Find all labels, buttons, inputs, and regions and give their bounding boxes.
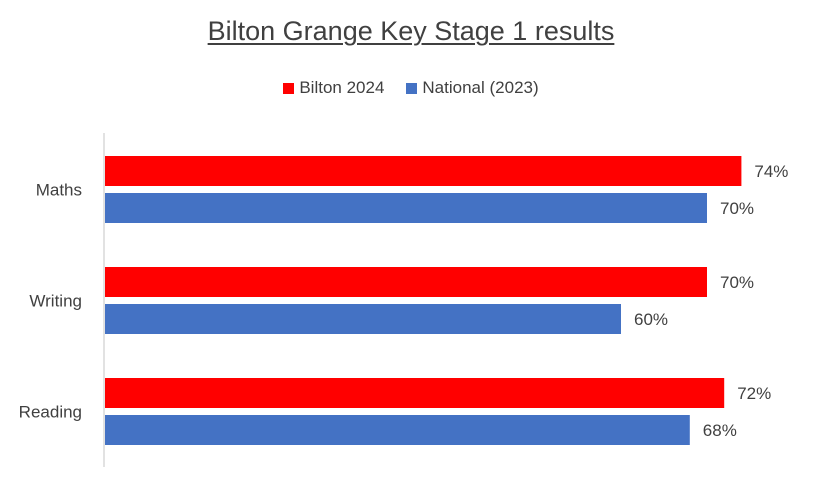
category-label-maths: Maths bbox=[36, 181, 82, 200]
legend-swatch-national-2023 bbox=[406, 82, 418, 94]
legend: Bilton 2024 National (2023) bbox=[0, 78, 822, 98]
legend-item-national-2023: National (2023) bbox=[406, 78, 539, 98]
legend-label-bilton-2024: Bilton 2024 bbox=[299, 78, 385, 97]
data-label-maths-bilton-2024: 74% bbox=[754, 162, 788, 181]
legend-item-bilton-2024: Bilton 2024 bbox=[283, 78, 384, 98]
bar-reading-national-2023 bbox=[105, 415, 690, 445]
data-label-writing-national-2023: 60% bbox=[634, 310, 668, 329]
legend-label-national-2023: National (2023) bbox=[422, 78, 539, 97]
bar-maths-national-2023 bbox=[105, 193, 707, 223]
data-label-reading-bilton-2024: 72% bbox=[737, 384, 771, 403]
data-label-writing-bilton-2024: 70% bbox=[720, 273, 754, 292]
legend-swatch-bilton-2024 bbox=[283, 82, 295, 94]
bar-writing-national-2023 bbox=[105, 304, 621, 334]
category-label-writing: Writing bbox=[29, 292, 82, 311]
data-label-maths-national-2023: 70% bbox=[720, 199, 754, 218]
chart-title: Bilton Grange Key Stage 1 results bbox=[207, 16, 615, 46]
bar-maths-bilton-2024 bbox=[105, 156, 742, 186]
bar-writing-bilton-2024 bbox=[105, 267, 707, 297]
category-label-reading: Reading bbox=[19, 403, 82, 422]
bar-reading-bilton-2024 bbox=[105, 378, 725, 408]
data-label-reading-national-2023: 68% bbox=[703, 421, 737, 440]
